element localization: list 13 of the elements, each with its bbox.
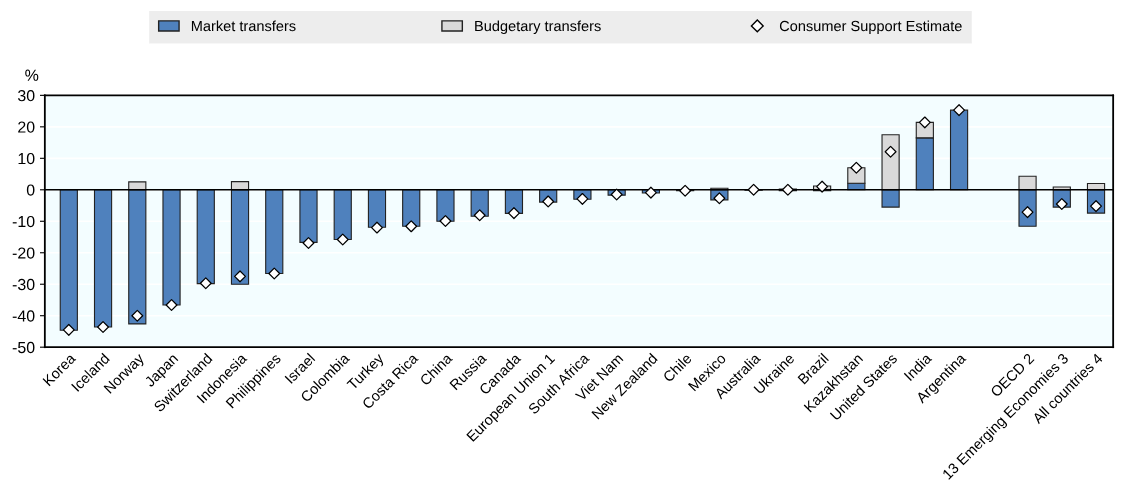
y-tick-label: -20 [12, 247, 35, 259]
y-tick-label: 30 [17, 89, 35, 102]
y-tick-label: 20 [18, 121, 35, 133]
legend-label: Consumer Support Estimate [779, 20, 962, 35]
y-tick-label: -40 [12, 310, 35, 322]
y-tick-label: 0 [26, 184, 35, 196]
legend-label: Market transfers [191, 20, 296, 32]
legend-label: Budgetary transfers [475, 20, 601, 35]
y-tick-label: -50 [12, 341, 35, 354]
y-tick-label: 10 [18, 152, 35, 165]
y-tick-label: -10 [12, 215, 35, 228]
y-tick-label: -30 [12, 278, 35, 291]
y-axis-title: % [25, 69, 39, 81]
